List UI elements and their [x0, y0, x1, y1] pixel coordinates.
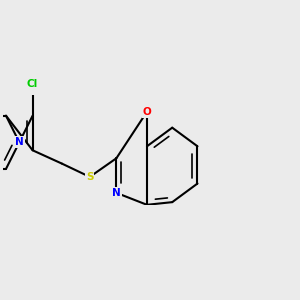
Text: N: N — [15, 137, 24, 147]
Text: S: S — [86, 172, 94, 182]
Text: Cl: Cl — [27, 79, 38, 89]
Text: N: N — [112, 188, 121, 198]
Text: O: O — [142, 107, 151, 117]
